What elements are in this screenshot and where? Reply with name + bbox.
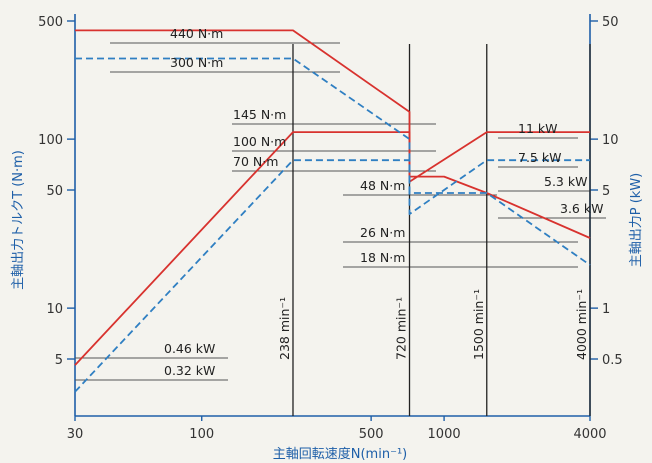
annotation-guides: [75, 42, 606, 381]
ticks: 30 100 500 1000 4000 5 10 50 100 500 0.5 1 5 10 50: [38, 15, 623, 442]
y-left-tick-label: 10: [46, 302, 63, 317]
y-right-tick-label: 5: [602, 184, 610, 199]
annotation-label: 3.6 kW: [560, 201, 603, 216]
annotation-label: 300 N·m: [170, 55, 223, 70]
speed-markers: 238 min⁻¹ 720 min⁻¹ 1500 min⁻¹ 4000 min⁻¹: [277, 44, 591, 416]
annotation-label: 26 N·m: [360, 225, 405, 240]
y-left-tick-label: 500: [38, 15, 63, 30]
speed-marker-label: 4000 min⁻¹: [574, 289, 589, 360]
annotation-label: 11 kW: [518, 121, 557, 136]
y-left-tick-label: 100: [38, 133, 63, 148]
y-right-axis-title: 主軸出力P (kW): [629, 173, 644, 268]
annotation-label: 440 N·m: [170, 26, 223, 41]
series: [74, 29, 591, 393]
speed-marker-label: 1500 min⁻¹: [471, 289, 486, 360]
annotation-label: 70 N·m: [233, 154, 278, 169]
x-tick-label: 4000: [573, 427, 606, 442]
y-right-tick-label: 10: [602, 133, 619, 148]
x-axis-title: 主軸回転速度N(min⁻¹): [273, 446, 407, 462]
y-right-tick-label: 0.5: [602, 353, 623, 368]
speed-marker-label: 720 min⁻¹: [394, 297, 409, 360]
annotations: 440 N·m 300 N·m 145 N·m 100 N·m 70 N·m 48 N·m…: [164, 26, 603, 378]
annotation-label: 18 N·m: [360, 250, 405, 265]
annotation-label: 0.32 kW: [164, 363, 215, 378]
annotation-label: 7.5 kW: [518, 150, 561, 165]
solid-series-line: [75, 29, 591, 239]
y-right-tick-label: 1: [602, 302, 610, 317]
x-tick-label: 500: [359, 427, 384, 442]
annotation-label: 48 N·m: [360, 178, 405, 193]
dashed-series-line: [75, 57, 591, 266]
y-left-tick-label: 5: [55, 353, 63, 368]
annotation-label: 5.3 kW: [544, 174, 587, 189]
y-left-tick-label: 50: [46, 184, 63, 199]
annotation-label: 100 N·m: [233, 134, 286, 149]
speed-marker-label: 238 min⁻¹: [277, 297, 292, 360]
x-tick-label: 1000: [428, 427, 461, 442]
x-tick-label: 30: [67, 427, 84, 442]
dashed-series-line: [74, 159, 590, 393]
annotation-label: 145 N·m: [233, 107, 286, 122]
y-left-axis-title: 主軸出力トルクT (N·m): [11, 150, 26, 290]
annotation-label: 0.46 kW: [164, 341, 215, 356]
y-right-tick-label: 50: [602, 15, 619, 30]
x-tick-label: 100: [189, 427, 214, 442]
